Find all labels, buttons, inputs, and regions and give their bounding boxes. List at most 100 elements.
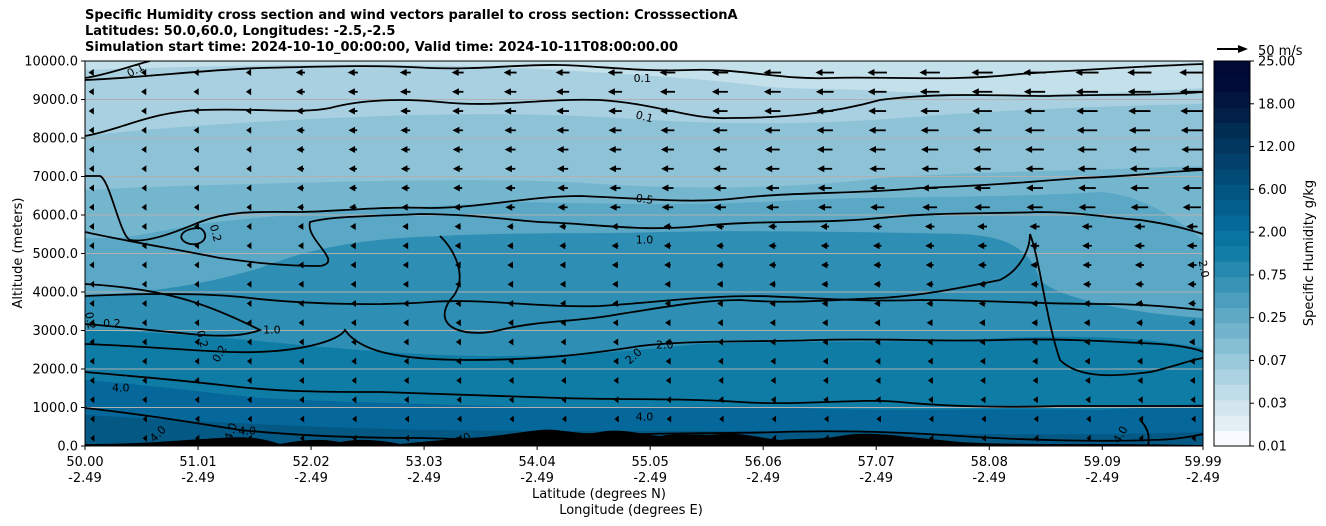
wind-vector xyxy=(1031,319,1038,327)
wind-vector xyxy=(611,242,619,250)
wind-vector xyxy=(876,415,881,423)
wind-vector xyxy=(509,434,514,442)
contour-label: 0.2 xyxy=(103,317,121,330)
wind-vector xyxy=(559,242,566,250)
wind-vector xyxy=(1029,242,1040,250)
y-tick-label: 8000.0 xyxy=(33,132,79,147)
wind-vector xyxy=(193,88,199,96)
wind-vector xyxy=(141,107,147,115)
wind-vector xyxy=(454,223,461,231)
wind-vector xyxy=(1025,165,1044,173)
x-tick-label-lat: 51.01 xyxy=(179,455,216,470)
wind-vector xyxy=(560,338,566,346)
wind-vector xyxy=(926,319,933,327)
wind-vector xyxy=(141,280,147,288)
wind-vector xyxy=(455,300,461,308)
wind-vectors xyxy=(88,69,1203,442)
wind-vector xyxy=(816,126,833,134)
wind-vector xyxy=(298,338,304,346)
colorbar-band xyxy=(1214,91,1250,108)
wind-vector xyxy=(399,69,411,77)
wind-vector xyxy=(822,319,828,327)
wind-vector xyxy=(402,223,409,231)
wind-vector xyxy=(613,357,619,365)
colorbar-band xyxy=(1214,369,1250,385)
wind-vector xyxy=(925,242,934,250)
wind-vector xyxy=(508,377,514,385)
wind-vector xyxy=(142,434,147,442)
wind-vector xyxy=(1025,184,1044,192)
contour-line-4p0-c xyxy=(1139,419,1150,446)
wind-vector xyxy=(716,242,724,250)
wind-vector xyxy=(404,434,410,442)
wind-vector xyxy=(562,434,567,442)
wind-vector xyxy=(194,338,200,346)
y-tick-label: 9000.0 xyxy=(33,93,79,108)
wind-vector xyxy=(557,184,568,192)
wind-vector xyxy=(818,203,832,211)
wind-vector xyxy=(922,203,938,211)
x-tick-label-lon: -2.49 xyxy=(972,471,1006,486)
wind-vector xyxy=(298,319,304,327)
y-tick-label: 7000.0 xyxy=(33,170,79,185)
wind-vector xyxy=(193,184,199,192)
colorbar-band xyxy=(1214,215,1250,231)
wind-vector xyxy=(817,165,833,173)
wind-vector xyxy=(141,223,147,231)
wind-vector xyxy=(771,434,777,442)
wind-vector xyxy=(608,126,622,134)
x-tick-label-lon: -2.49 xyxy=(633,471,667,486)
wind-vector xyxy=(1084,377,1091,385)
wind-vector xyxy=(505,184,516,192)
wind-vector xyxy=(1127,69,1152,77)
wind-vector xyxy=(820,223,830,231)
wind-vector xyxy=(193,69,199,77)
wind-vector xyxy=(713,165,727,173)
wind-vector xyxy=(246,126,252,134)
y-tick-label: 1000.0 xyxy=(33,401,79,416)
wind-vector xyxy=(88,69,94,77)
wind-vector xyxy=(815,69,835,77)
wind-vector xyxy=(815,88,834,96)
wind-vector xyxy=(971,88,993,96)
wind-vector xyxy=(664,280,671,288)
wind-vector xyxy=(403,319,409,327)
wind-vector xyxy=(1189,377,1196,385)
wind-vector xyxy=(661,203,674,211)
wind-vector xyxy=(875,377,881,385)
wind-vector xyxy=(824,415,829,423)
wind-vector xyxy=(194,357,200,365)
chart-title: Specific Humidity cross section and wind… xyxy=(85,8,738,56)
wind-vector xyxy=(926,300,933,308)
wind-vector xyxy=(246,280,252,288)
wind-vector xyxy=(507,242,514,250)
wind-vector xyxy=(927,338,933,346)
wind-vector xyxy=(770,357,776,365)
y-tick-label: 5000.0 xyxy=(33,247,79,262)
wind-vector xyxy=(609,203,621,211)
wind-vector xyxy=(929,434,934,442)
wind-vector xyxy=(1075,69,1099,77)
x-axis-label-line-2: Longitude (degrees E) xyxy=(559,503,703,518)
x-tick-label-lon: -2.49 xyxy=(859,471,893,486)
wind-vector xyxy=(1082,261,1092,269)
wind-vector xyxy=(874,338,881,346)
wind-vector xyxy=(247,396,252,404)
wind-vector xyxy=(142,338,147,346)
wind-vector xyxy=(505,203,515,211)
colorbar-tick-label: 0.07 xyxy=(1258,354,1287,369)
wind-vector xyxy=(503,69,517,77)
wind-vector xyxy=(1187,280,1197,288)
wind-vector xyxy=(1191,434,1196,442)
wind-vector xyxy=(403,300,409,308)
wind-vector xyxy=(452,146,463,154)
wind-vector xyxy=(973,184,991,192)
wind-vector xyxy=(1136,357,1143,365)
wind-vector xyxy=(1032,396,1038,404)
wind-vector xyxy=(611,261,619,269)
wind-vector xyxy=(1188,319,1196,327)
wind-vector xyxy=(556,107,569,115)
wind-vector xyxy=(873,280,881,288)
wind-vector xyxy=(348,184,357,192)
